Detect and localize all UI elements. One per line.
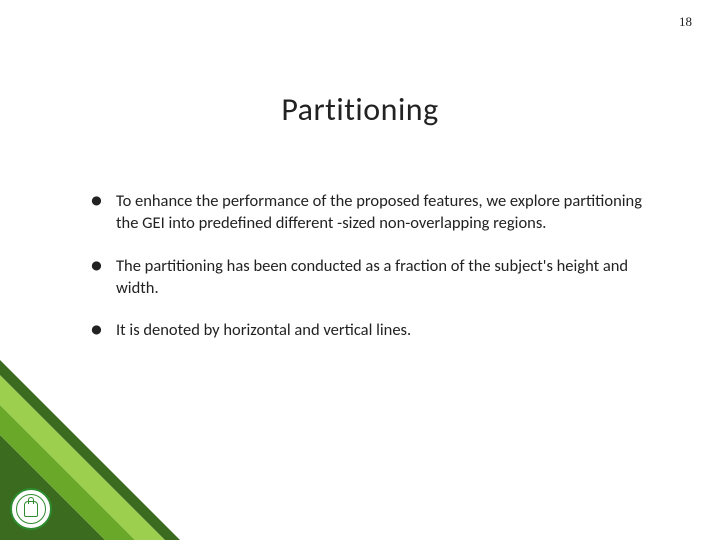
bullet-icon: •	[90, 251, 103, 277]
list-item: • It is denoted by horizontal and vertic…	[90, 319, 660, 341]
organization-logo	[10, 488, 52, 530]
logo-glyph-icon	[24, 501, 38, 517]
list-item: • To enhance the performance of the prop…	[90, 190, 660, 235]
bullet-list: • To enhance the performance of the prop…	[90, 190, 660, 361]
bullet-icon: •	[90, 186, 103, 212]
bullet-icon: •	[90, 315, 103, 341]
bullet-text: It is denoted by horizontal and vertical…	[116, 320, 411, 340]
page-number: 18	[679, 14, 692, 30]
bullet-text: The partitioning has been conducted as a…	[116, 256, 628, 298]
bullet-text: To enhance the performance of the propos…	[116, 191, 642, 233]
slide-title: Partitioning	[0, 90, 720, 129]
list-item: • The partitioning has been conducted as…	[90, 255, 660, 300]
logo-inner-ring	[16, 494, 46, 524]
